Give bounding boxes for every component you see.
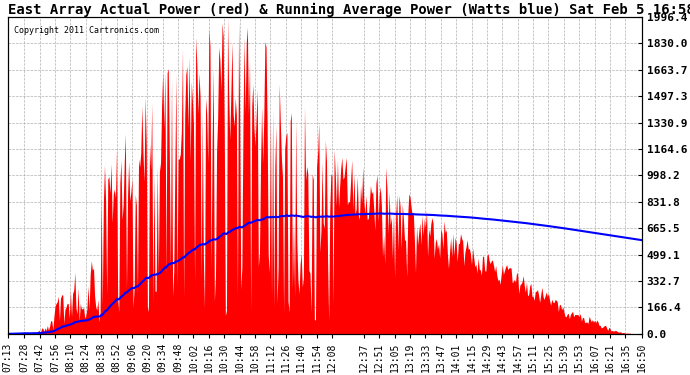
Text: Copyright 2011 Cartronics.com: Copyright 2011 Cartronics.com — [14, 27, 159, 36]
Text: East Array Actual Power (red) & Running Average Power (Watts blue) Sat Feb 5 16:: East Array Actual Power (red) & Running … — [8, 3, 690, 17]
